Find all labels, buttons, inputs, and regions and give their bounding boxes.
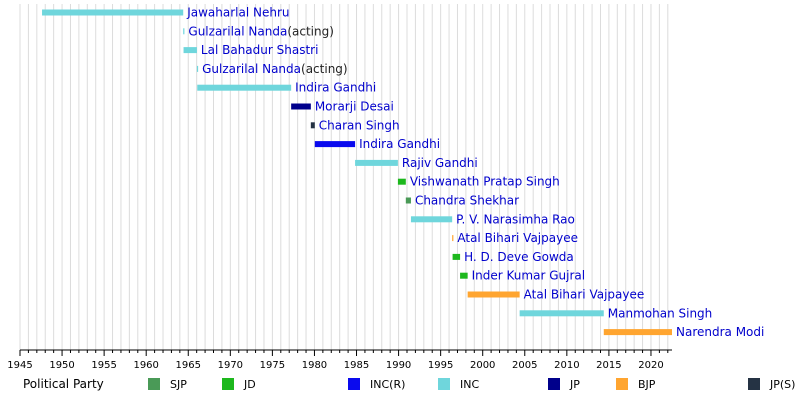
x-tick-label: 1975	[260, 360, 285, 371]
pm-name: Indira Gandhi	[295, 81, 376, 95]
pm-name: Jawaharlal Nehru	[186, 6, 289, 20]
term-label: Morarji Desai	[315, 100, 394, 114]
pm-name: Gulzarilal Nanda	[188, 24, 287, 38]
legend-swatch	[438, 378, 450, 390]
term-label: Narendra Modi	[676, 325, 764, 339]
term-bar	[355, 159, 398, 166]
term-bar	[183, 28, 185, 35]
term-label: Atal Bihari Vajpayee	[457, 231, 578, 245]
pm-name: Chandra Shekhar	[415, 194, 519, 208]
term-label: Gulzarilal Nanda(acting)	[202, 62, 347, 76]
legend-label: BJP	[638, 378, 656, 391]
x-tick-label: 1980	[302, 360, 327, 371]
pm-note: (acting)	[287, 24, 334, 38]
pm-name: Lal Bahadur Shastri	[201, 43, 319, 57]
pm-name: Narendra Modi	[676, 325, 764, 339]
term-bar	[310, 122, 315, 129]
legend-swatch	[748, 378, 760, 390]
term-bar	[314, 141, 356, 148]
term-label: Vishwanath Pratap Singh	[410, 175, 560, 189]
term-bar	[196, 65, 199, 72]
term-label: Lal Bahadur Shastri	[201, 43, 319, 57]
term-bar	[397, 178, 406, 185]
grid-lines	[19, 4, 669, 350]
legend-label: JD	[243, 378, 256, 391]
term-label: P. V. Narasimha Rao	[456, 212, 575, 226]
term-bar	[460, 272, 468, 279]
x-tick-label: 1970	[218, 360, 243, 371]
term-label: Indira Gandhi	[295, 81, 376, 95]
x-tick-label: 2000	[470, 360, 495, 371]
pm-name: Indira Gandhi	[359, 137, 440, 151]
pm-name: Morarji Desai	[315, 100, 394, 114]
term-label: Jawaharlal Nehru	[186, 6, 289, 20]
x-tick-label: 1985	[344, 360, 369, 371]
term-bar	[603, 329, 672, 336]
legend-swatch	[616, 378, 628, 390]
x-tick-label: 1995	[428, 360, 453, 371]
x-tick-label: 2005	[512, 360, 537, 371]
pm-name: Rajiv Gandhi	[402, 156, 478, 170]
term-bar	[42, 9, 184, 16]
x-tick-label: 1950	[49, 360, 74, 371]
term-label: Gulzarilal Nanda(acting)	[188, 24, 333, 38]
term-bar	[467, 291, 520, 298]
legend-swatch	[148, 378, 160, 390]
x-tick-label: 1945	[7, 360, 32, 371]
pm-name: P. V. Narasimha Rao	[456, 212, 575, 226]
pm-name: Atal Bihari Vajpayee	[457, 231, 578, 245]
x-tick-label: 2010	[554, 360, 579, 371]
pm-name: Vishwanath Pratap Singh	[410, 175, 560, 189]
pm-name: H. D. Deve Gowda	[464, 250, 574, 264]
legend-swatch	[222, 378, 234, 390]
term-bar	[452, 253, 461, 260]
x-tick-label: 1965	[176, 360, 201, 371]
term-bars	[42, 9, 672, 336]
x-tick-label: 2020	[638, 360, 663, 371]
term-label: H. D. Deve Gowda	[464, 250, 574, 264]
term-label: Indira Gandhi	[359, 137, 440, 151]
term-label: Atal Bihari Vajpayee	[524, 288, 645, 302]
x-tick-label: 1955	[91, 360, 116, 371]
pm-name: Atal Bihari Vajpayee	[524, 288, 645, 302]
legend-label: INC(R)	[370, 378, 405, 391]
legend-label: JP	[569, 378, 580, 391]
term-bar	[197, 84, 292, 91]
term-bar	[183, 47, 197, 54]
term-bar	[452, 235, 454, 242]
pm-name: Inder Kumar Gujral	[472, 269, 585, 283]
pm-name: Gulzarilal Nanda	[202, 62, 301, 76]
legend-swatch	[348, 378, 360, 390]
pm-name: Manmohan Singh	[608, 306, 713, 320]
legend-swatch	[548, 378, 560, 390]
x-tick-label: 2015	[596, 360, 621, 371]
x-tick-label: 1990	[386, 360, 411, 371]
term-label: Chandra Shekhar	[415, 194, 519, 208]
term-label: Charan Singh	[319, 118, 400, 132]
legend: Political Party SJP JD INC(R) INC JP BJP JP(S)	[23, 377, 795, 391]
term-bar	[291, 103, 311, 110]
legend-label: SJP	[170, 378, 187, 391]
term-bar	[405, 197, 411, 204]
x-axis: 1945 1950 1955 1960 1965 1970 1975 1980 1985 1990…	[7, 349, 672, 371]
term-label: Rajiv Gandhi	[402, 156, 478, 170]
term-bar	[410, 216, 453, 223]
legend-label: INC	[460, 378, 479, 391]
term-label: Inder Kumar Gujral	[472, 269, 585, 283]
legend-title: Political Party	[23, 377, 104, 391]
legend-label: JP(S)	[769, 378, 795, 391]
pm-note: (acting)	[301, 62, 348, 76]
pm-name: Charan Singh	[319, 118, 400, 132]
term-label: Manmohan Singh	[608, 306, 713, 320]
x-tick-label: 1960	[133, 360, 158, 371]
term-bar	[519, 310, 604, 317]
